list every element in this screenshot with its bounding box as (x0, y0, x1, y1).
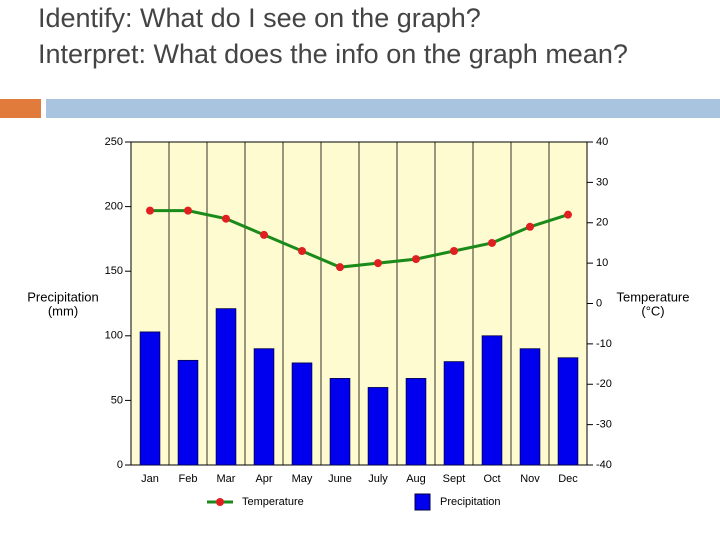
y-tick-label: 50 (111, 394, 123, 406)
y-axis-label: Precipitation (27, 289, 99, 304)
line-marker (146, 206, 154, 215)
line-marker (412, 255, 420, 264)
x-tick-label: Feb (179, 473, 198, 485)
y-tick-label: 250 (105, 136, 123, 148)
line-marker (298, 247, 306, 256)
y-tick-label: 200 (105, 201, 123, 213)
line-marker (488, 238, 496, 247)
x-tick-label: Jan (141, 473, 159, 485)
heading-line: Identify: What do I see on the graph? (38, 3, 481, 33)
x-tick-label: July (368, 473, 388, 485)
accent-block (0, 99, 41, 118)
bar (443, 361, 465, 466)
line-marker (336, 263, 344, 272)
y-tick-label: 100 (105, 330, 123, 342)
y-tick-label: 150 (105, 265, 123, 277)
y2-tick-label: -20 (596, 378, 612, 390)
y2-tick-label: 10 (596, 257, 608, 269)
x-tick-label: Aug (406, 473, 426, 485)
x-tick-label: June (328, 473, 352, 485)
heading: Identify: What do I see on the graph? In… (38, 0, 638, 72)
bar (329, 378, 351, 466)
x-tick-label: Oct (483, 473, 500, 485)
bar (405, 378, 427, 466)
y2-tick-label: -10 (596, 338, 612, 350)
y2-tick-label: -40 (596, 459, 612, 471)
bar (291, 362, 313, 466)
bar (253, 348, 275, 466)
y-tick-label: 0 (117, 459, 123, 471)
bar (367, 387, 389, 466)
x-tick-label: Dec (558, 473, 578, 485)
line-marker (450, 247, 458, 256)
heading-line: Interpret: What does the info on the gra… (38, 39, 628, 69)
bar (215, 308, 237, 466)
y-axis-label: (mm) (48, 303, 78, 318)
y2-tick-label: -30 (596, 419, 612, 431)
line-marker (222, 214, 230, 223)
x-tick-label: May (292, 473, 313, 485)
accent-bar (46, 99, 720, 118)
bar (557, 357, 579, 466)
legend-marker (216, 498, 224, 506)
bar (177, 359, 199, 466)
line-marker (184, 206, 192, 215)
y2-tick-label: 40 (596, 136, 608, 148)
legend-swatch (414, 493, 431, 511)
legend-label: Temperature (242, 496, 304, 508)
y2-axis-label: (°C) (641, 303, 664, 318)
line-marker (564, 210, 572, 219)
bar (519, 348, 541, 466)
legend-label: Precipitation (440, 496, 501, 508)
bar (481, 335, 503, 466)
bar (139, 331, 161, 466)
line (150, 209, 569, 269)
x-tick-label: Sept (443, 473, 466, 485)
y2-tick-label: 0 (596, 297, 602, 309)
y2-tick-label: 20 (596, 217, 608, 229)
line-marker (260, 230, 268, 239)
y2-axis-label: Temperature (617, 289, 690, 304)
x-tick-label: Apr (255, 473, 272, 485)
x-tick-label: Nov (520, 473, 540, 485)
line-marker (374, 259, 382, 268)
line-marker (526, 222, 534, 231)
x-tick-label: Mar (217, 473, 236, 485)
y2-tick-label: 30 (596, 176, 608, 188)
